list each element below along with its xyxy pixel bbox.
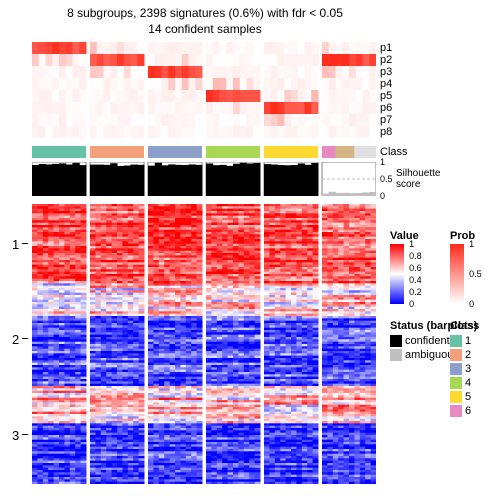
prob-row-label: p6 xyxy=(380,102,392,114)
silhouette-barplot xyxy=(32,162,376,196)
legend-class-item: 2 xyxy=(450,348,479,362)
prob-row-label: p7 xyxy=(380,114,392,126)
prob-row-label: p1 xyxy=(380,42,392,54)
prob-row-label: p3 xyxy=(380,66,392,78)
legend-prob: Prob 00.51 xyxy=(450,230,475,304)
legend-class-item: 4 xyxy=(450,376,479,390)
legend-class-item: 1 xyxy=(450,334,479,348)
silhouette-tick: 0.5 xyxy=(380,174,393,184)
prob-row-label: p4 xyxy=(380,78,392,90)
prob-row-label: p5 xyxy=(380,90,392,102)
legend-value: Value 00.20.40.60.81 xyxy=(390,230,419,304)
prob-row-label: p8 xyxy=(380,126,392,138)
legend-class-item: 3 xyxy=(450,362,479,376)
legend-class: Class 123456 xyxy=(450,320,479,418)
silhouette-label: Silhouettescore xyxy=(396,168,440,190)
prob-row-label: p2 xyxy=(380,54,392,66)
heatmap-rowgroup-label: 3 xyxy=(12,428,19,443)
title-line-2: 14 confident samples xyxy=(30,22,380,36)
silhouette-tick: 1 xyxy=(380,157,385,167)
legend-class-item: 6 xyxy=(450,404,479,418)
title-line-1: 8 subgroups, 2398 signatures (0.6%) with… xyxy=(30,6,380,20)
heatmap-rowgroup-label: 2 xyxy=(12,332,19,347)
legend-class-item: 5 xyxy=(450,390,479,404)
heatmap-rowgroup-label: 1 xyxy=(12,237,19,252)
silhouette-tick: 0 xyxy=(380,191,385,201)
main-heatmap xyxy=(32,204,376,484)
probability-heatmap xyxy=(32,42,376,138)
class-bar xyxy=(32,146,376,158)
